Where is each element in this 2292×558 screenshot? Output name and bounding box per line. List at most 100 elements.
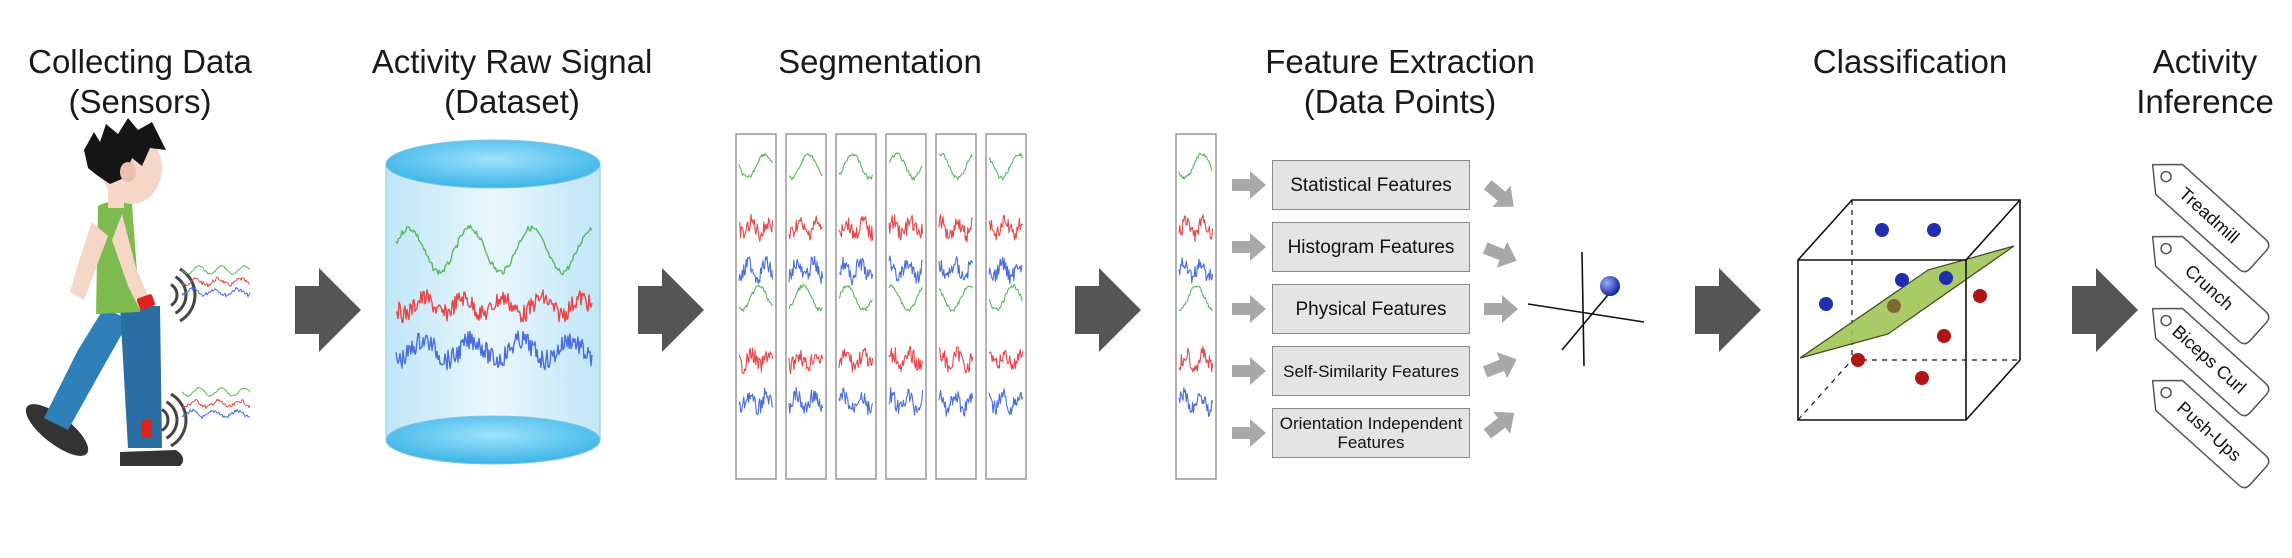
data-point-icon — [1600, 276, 1620, 296]
segment-signal-x — [738, 152, 773, 178]
stage-title-collecting: Collecting Data (Sensors) — [10, 42, 270, 122]
window-signal-y — [1178, 214, 1214, 242]
feature-box-orientation-independent: Orientation Independent Features — [1272, 408, 1470, 458]
class-point-blue — [1939, 271, 1953, 285]
activity-tag-shape — [2151, 235, 2270, 345]
class-point-red — [1973, 289, 1987, 303]
stage-title-classification: Classification — [1780, 42, 2040, 82]
right-shoe-icon — [120, 450, 184, 466]
window-signal-x — [1178, 152, 1213, 180]
left-arm-icon — [70, 222, 108, 300]
feature-box-label-line: Orientation Independent — [1279, 414, 1463, 433]
wrist-sensor-icon — [136, 294, 156, 310]
segment-window — [885, 133, 927, 480]
raw-signal-x — [395, 224, 593, 276]
segment-signal-x — [788, 284, 823, 312]
mini-signal-x — [181, 387, 251, 398]
flow-arrow-icon — [1695, 268, 1761, 352]
activity-tag-shape — [2151, 307, 2270, 417]
tag-hole-icon — [2160, 386, 2172, 399]
segment-signal-y — [838, 216, 874, 242]
segment-signal-x — [838, 153, 873, 180]
small-arrow-shape — [1482, 352, 1517, 379]
decision-plane — [1799, 245, 2015, 359]
feature-box-histogram: Histogram Features — [1272, 222, 1470, 272]
signal-wave-icon — [174, 275, 188, 315]
signal-wave-icon — [165, 400, 179, 440]
feature-box-label-line: Features — [1337, 433, 1405, 452]
ear-icon — [120, 162, 136, 182]
mini-signal-z — [181, 286, 251, 298]
database-cylinder-top — [385, 139, 601, 189]
selected-window — [1175, 133, 1217, 480]
small-arrow-icon — [1232, 419, 1266, 447]
right-leg-icon — [120, 306, 162, 448]
cube-hidden-edge — [1797, 359, 1853, 421]
segment-window — [985, 133, 1027, 480]
feature-box-physical: Physical Features — [1272, 284, 1470, 334]
flow-arrow-icon — [295, 268, 361, 352]
feature-box-label: Orientation Independent Features — [1280, 414, 1462, 452]
segment-signal-x — [838, 285, 873, 312]
left-shoe-icon — [25, 404, 89, 456]
segment-signal-x — [888, 284, 923, 312]
class-point-blue — [1875, 223, 1889, 237]
right-arm-icon — [112, 214, 150, 310]
activity-tag-shape — [2151, 163, 2270, 273]
hair-icon — [84, 118, 166, 184]
tag-hole-icon — [2160, 242, 2172, 255]
class-point-mixed — [1887, 299, 1901, 313]
segment-signal-y — [788, 349, 824, 375]
mini-signal-z — [181, 408, 251, 420]
shirt-icon — [96, 201, 140, 314]
segment-signal-x — [938, 285, 973, 312]
small-arrow-icon — [1483, 411, 1515, 439]
feature-box-label: Statistical Features — [1290, 174, 1452, 196]
window-signal-y — [1178, 346, 1214, 373]
segment-signal-z — [938, 256, 974, 281]
axis-z-line — [1561, 289, 1613, 351]
segment-signal-z — [788, 387, 824, 414]
mini-signal-y — [181, 276, 251, 288]
stage-title-line: Segmentation — [778, 43, 982, 80]
segment-signal-z — [738, 387, 774, 416]
raw-signal-z — [395, 330, 593, 371]
tag-hole-icon — [2160, 170, 2172, 183]
small-arrow-icon — [1483, 180, 1514, 208]
segment-signal-z — [838, 387, 874, 416]
segment-window — [735, 133, 777, 480]
small-arrow-shape — [1483, 411, 1515, 439]
segment-signal-x — [988, 152, 1023, 181]
class-point-red — [1915, 371, 1929, 385]
segment-signal-y — [988, 349, 1024, 370]
feature-box-label: Histogram Features — [1287, 236, 1455, 258]
stage-title-line: (Sensors) — [68, 83, 212, 120]
database-cylinder-bottom — [385, 415, 601, 465]
segment-window — [785, 133, 827, 480]
segment-signal-x — [988, 283, 1023, 312]
small-arrow-shape — [1232, 233, 1266, 261]
small-arrow-icon — [1232, 233, 1266, 261]
segment-signal-z — [888, 387, 924, 416]
stage-title-raw-signal: Activity Raw Signal (Dataset) — [352, 42, 672, 122]
segment-signal-z — [938, 390, 974, 417]
signal-wave-icon — [161, 408, 170, 432]
segment-signal-z — [988, 256, 1023, 285]
stage-title-line: (Data Points) — [1303, 83, 1497, 120]
segment-signal-y — [788, 215, 823, 241]
axis-x-line — [1527, 303, 1645, 323]
small-arrow-shape — [1482, 241, 1517, 268]
signal-wave-icon — [179, 267, 197, 323]
small-arrow-shape — [1483, 180, 1514, 208]
axis-y-line — [1581, 251, 1585, 367]
mini-signal-x — [181, 265, 251, 275]
segment-signal-x — [888, 152, 923, 181]
small-arrow-icon — [1232, 357, 1266, 385]
class-point-red — [1937, 329, 1951, 343]
segment-signal-z — [988, 388, 1024, 416]
segment-signal-y — [938, 346, 974, 374]
segment-signal-z — [788, 255, 824, 284]
stage-title-feature-extraction: Feature Extraction (Data Points) — [1240, 42, 1560, 122]
